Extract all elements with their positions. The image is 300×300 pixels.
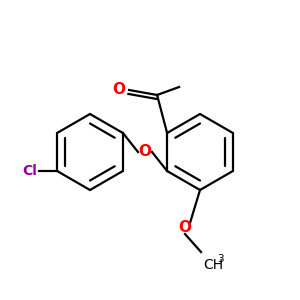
- Text: O: O: [112, 82, 125, 98]
- Text: 3: 3: [217, 254, 224, 264]
- Text: O: O: [178, 220, 191, 236]
- Text: O: O: [139, 145, 152, 160]
- Text: CH: CH: [203, 258, 223, 272]
- Text: Cl: Cl: [22, 164, 37, 178]
